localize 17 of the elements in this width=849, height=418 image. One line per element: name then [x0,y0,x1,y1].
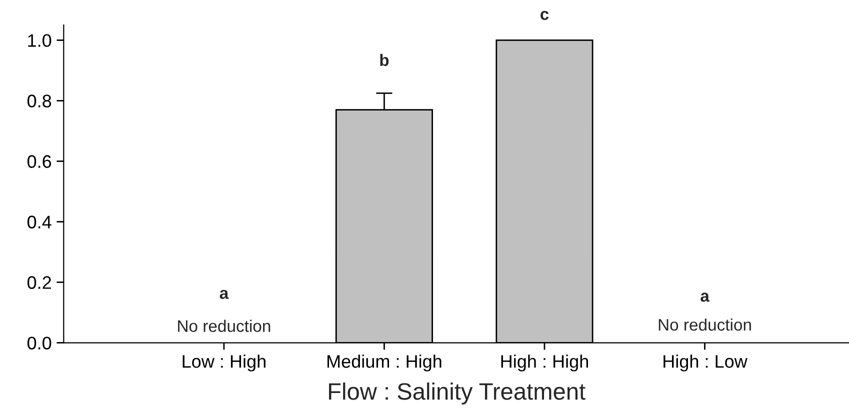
y-tick-label: 0.2 [27,276,51,289]
annotation: a [700,292,710,302]
x-tick-label: High : High [501,354,588,372]
annotation: No reduction [658,318,751,331]
y-tick-label: 0.0 [27,336,52,350]
y-tick-label: 0.6 [27,155,52,168]
annotation: b [380,54,389,66]
y-tick-label: 0.8 [27,94,52,108]
annotation: a [220,290,229,299]
x-tick-label: High : Low [664,354,748,372]
x-tick-label: Medium : High [328,354,442,372]
text: c [540,10,549,20]
y-tick-label: 1.0 [28,34,52,47]
x-tick-label: Low : High [182,354,266,372]
x-axis-title: Flow : Salinity Treatment [329,382,586,405]
y-tick-label: 0.4 [27,216,52,228]
annotation: No reduction [178,320,270,332]
